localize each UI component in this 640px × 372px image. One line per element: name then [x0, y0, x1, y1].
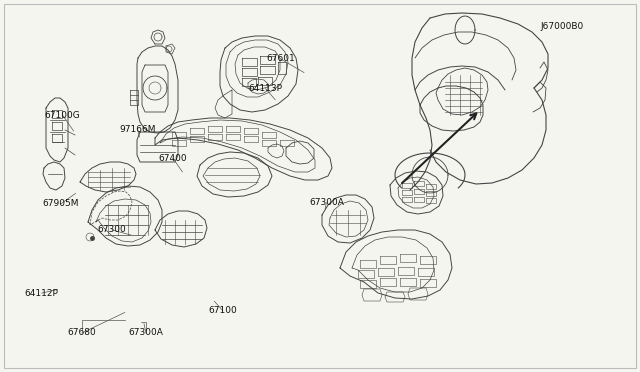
Text: 64113P: 64113P	[248, 84, 283, 93]
Text: 67300A: 67300A	[309, 198, 344, 207]
Text: 64112P: 64112P	[25, 289, 58, 298]
Text: 67100G: 67100G	[45, 111, 81, 120]
Text: 67300: 67300	[98, 225, 126, 234]
Text: J67000B0: J67000B0	[540, 22, 584, 31]
Text: 67400: 67400	[159, 154, 187, 163]
Text: 67601: 67601	[266, 54, 294, 63]
Text: 97166M: 97166M	[119, 125, 156, 134]
Text: 67100: 67100	[209, 306, 237, 315]
Text: 67680: 67680	[68, 328, 96, 337]
Text: 67300A: 67300A	[129, 328, 163, 337]
Text: 67905M: 67905M	[42, 199, 79, 208]
